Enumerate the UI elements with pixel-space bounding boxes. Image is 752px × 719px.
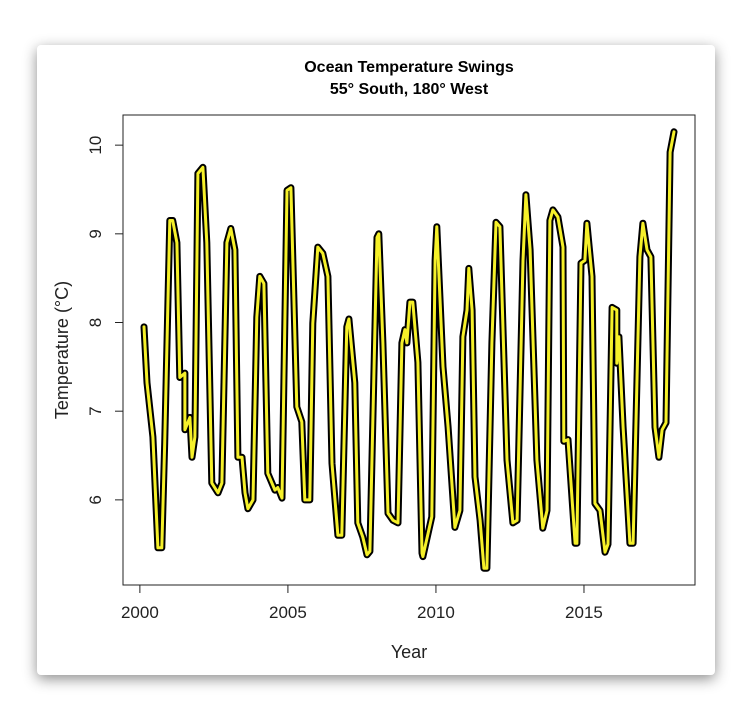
y-tick-label: 8 xyxy=(86,318,105,327)
x-axis: 2000 2005 2010 2015 xyxy=(121,584,603,622)
y-tick-label: 9 xyxy=(86,229,105,238)
y-axis-label: Temperature (°C) xyxy=(52,281,72,419)
chart-subtitle: 55° South, 180° West xyxy=(330,81,489,98)
series-line xyxy=(142,130,676,570)
series-group xyxy=(140,128,678,572)
chart-title: Ocean Temperature Swings xyxy=(304,59,514,76)
y-tick-label: 6 xyxy=(86,495,105,504)
y-axis: 6 7 8 9 10 xyxy=(86,136,124,505)
y-tick-label: 7 xyxy=(86,406,105,415)
x-tick-label: 2005 xyxy=(269,603,307,622)
y-tick-label: 10 xyxy=(86,136,105,155)
x-tick-label: 2015 xyxy=(565,603,603,622)
x-tick-label: 2010 xyxy=(417,603,455,622)
x-tick-label: 2000 xyxy=(121,603,159,622)
x-axis-label: Year xyxy=(391,642,427,662)
